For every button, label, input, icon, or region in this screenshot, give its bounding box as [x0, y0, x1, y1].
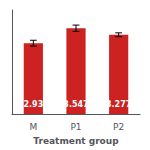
svg-text:3.277: 3.277: [106, 100, 131, 109]
svg-text:3.547: 3.547: [63, 100, 88, 109]
svg-text:M: M: [29, 122, 37, 132]
svg-text:2.93: 2.93: [23, 100, 43, 109]
svg-text:P2: P2: [113, 122, 124, 132]
svg-text:P1: P1: [70, 122, 81, 132]
svg-text:Treatment group: Treatment group: [33, 136, 119, 146]
